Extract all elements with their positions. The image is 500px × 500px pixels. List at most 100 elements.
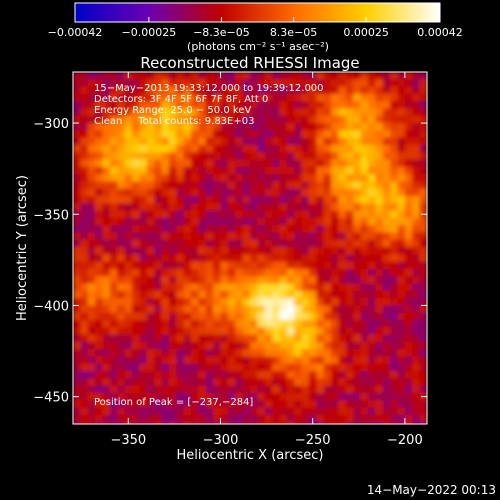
heatmap-cell [397, 123, 406, 131]
heatmap-cell [227, 144, 236, 153]
heatmap-cell [183, 137, 192, 146]
heatmap-cell [235, 123, 244, 131]
heatmap-cell [279, 108, 288, 117]
heatmap-cell [294, 334, 303, 343]
heatmap-cell [272, 254, 281, 263]
heatmap-cell [146, 239, 155, 248]
heatmap-cell [198, 196, 207, 204]
heatmap-cell [294, 378, 303, 387]
heatmap-cell [227, 188, 236, 197]
heatmap-cell [250, 152, 258, 161]
heatmap-cell [220, 320, 229, 328]
heatmap-cell [191, 371, 199, 380]
heatmap-cell [353, 305, 362, 314]
heatmap-cell [397, 334, 406, 343]
heatmap-cell [323, 268, 332, 277]
heatmap-cell [87, 298, 96, 307]
heatmap-cell [102, 327, 111, 336]
heatmap-cell [382, 86, 391, 95]
heatmap-cell [191, 152, 199, 161]
heatmap-cell [227, 101, 236, 110]
heatmap-cell [146, 152, 155, 161]
heatmap-cell [80, 290, 89, 299]
heatmap-cell [80, 356, 89, 365]
heatmap-cell [286, 290, 295, 299]
heatmap-cell [117, 239, 126, 248]
heatmap-cell [213, 254, 222, 263]
heatmap-cell [375, 108, 384, 117]
heatmap-cell [257, 276, 266, 285]
heatmap-cell [227, 349, 236, 358]
heatmap-cell [331, 276, 340, 285]
colorbar-unit-label: (photons cm⁻² s⁻¹ asec⁻²) [187, 40, 329, 53]
heatmap-cell [397, 378, 406, 387]
footer-timestamp: 14−May−2022 00:13 [366, 483, 496, 497]
heatmap-cell [183, 290, 192, 299]
heatmap-cell [404, 152, 413, 161]
heatmap-cell [87, 276, 96, 285]
heatmap-cell [220, 181, 229, 190]
heatmap-cell [176, 93, 185, 102]
heatmap-cell [198, 86, 207, 95]
heatmap-cell [264, 159, 273, 168]
heatmap-cell [404, 93, 413, 102]
heatmap-cell [316, 371, 325, 380]
heatmap-cell [235, 356, 244, 365]
heatmap-cell [390, 392, 399, 401]
heatmap-cell [272, 371, 281, 380]
heatmap-cell [412, 283, 421, 292]
heatmap-cell [390, 407, 399, 416]
heatmap-cell [235, 79, 244, 88]
heatmap-cell [124, 166, 133, 175]
heatmap-cell [412, 144, 421, 153]
heatmap-cell [404, 79, 413, 88]
heatmap-cell [132, 254, 140, 263]
heatmap-cell [80, 93, 89, 102]
heatmap-cell [316, 210, 325, 219]
heatmap-cell [404, 290, 413, 299]
heatmap-cell [168, 181, 177, 190]
heatmap-cell [139, 341, 148, 350]
heatmap-cell [205, 225, 214, 234]
heatmap-cell [250, 86, 258, 95]
heatmap-cell [154, 115, 163, 124]
heatmap-cell [117, 385, 126, 394]
heatmap-cell [272, 72, 281, 80]
heatmap-cell [220, 334, 229, 343]
heatmap-cell [124, 268, 133, 277]
heatmap-cell [176, 298, 185, 307]
heatmap-cell [390, 152, 399, 161]
heatmap-cell [176, 159, 185, 168]
heatmap-cell [375, 181, 384, 190]
heatmap-cell [316, 225, 325, 234]
heatmap-cell [309, 152, 317, 161]
heatmap-cell [375, 290, 384, 299]
heatmap-cell [397, 232, 406, 241]
heatmap-cell [191, 93, 199, 102]
heatmap-cell [146, 407, 155, 416]
heatmap-cell [353, 196, 362, 204]
heatmap-cell [368, 312, 376, 321]
heatmap-cell [154, 108, 163, 117]
heatmap-cell [257, 414, 266, 423]
heatmap-cell [191, 86, 199, 95]
heatmap-cell [345, 407, 354, 416]
heatmap-cell [161, 108, 170, 117]
heatmap-cell [316, 312, 325, 321]
heatmap-cell [345, 400, 354, 409]
heatmap-cell [397, 371, 406, 380]
heatmap-cell [250, 93, 258, 102]
heatmap-cell [390, 349, 399, 358]
heatmap-cell [390, 239, 399, 248]
heatmap-cell [176, 363, 185, 372]
heatmap-cell [154, 407, 163, 416]
heatmap-cell [286, 268, 295, 277]
heatmap-cell [139, 334, 148, 343]
heatmap-cell [80, 327, 89, 336]
heatmap-cell [109, 312, 118, 321]
heatmap-cell [345, 247, 354, 255]
heatmap-cell [257, 400, 266, 409]
heatmap-cell [360, 217, 369, 226]
heatmap-cell [316, 144, 325, 153]
heatmap-cell [294, 166, 303, 175]
